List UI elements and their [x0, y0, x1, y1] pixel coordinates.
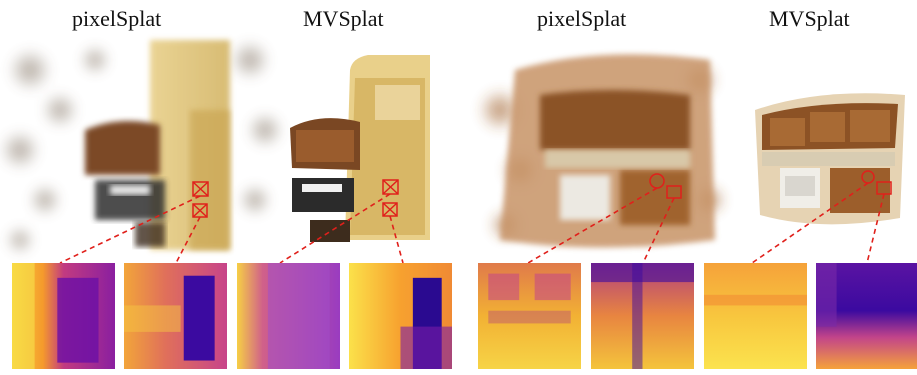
depth-crop-right-mvsplat-1 — [704, 263, 807, 369]
render-left-mvsplat — [290, 55, 430, 242]
depth-crop-left-pixelsplat-2 — [124, 263, 227, 369]
render-right-mvsplat — [755, 93, 905, 225]
render-right-pixelsplat — [478, 54, 726, 248]
render-left-pixelsplat — [0, 40, 283, 254]
depth-crop-left-mvsplat-2 — [349, 263, 452, 369]
depth-crop-right-pixelsplat-1 — [478, 263, 581, 369]
zoom-box-icon — [192, 170, 892, 218]
label-right-mvsplat: MVSplat — [769, 6, 850, 31]
depth-crop-left-pixelsplat-1 — [12, 263, 115, 369]
label-left-mvsplat: MVSplat — [303, 6, 384, 31]
depth-crop-right-pixelsplat-2 — [591, 263, 694, 369]
label-left-pixelsplat: pixelSplat — [72, 6, 162, 31]
depth-crop-right-mvsplat-2 — [816, 263, 917, 369]
label-right-pixelsplat: pixelSplat — [537, 6, 627, 31]
depth-crop-left-mvsplat-1 — [237, 263, 340, 369]
connector-lines — [59, 182, 885, 264]
